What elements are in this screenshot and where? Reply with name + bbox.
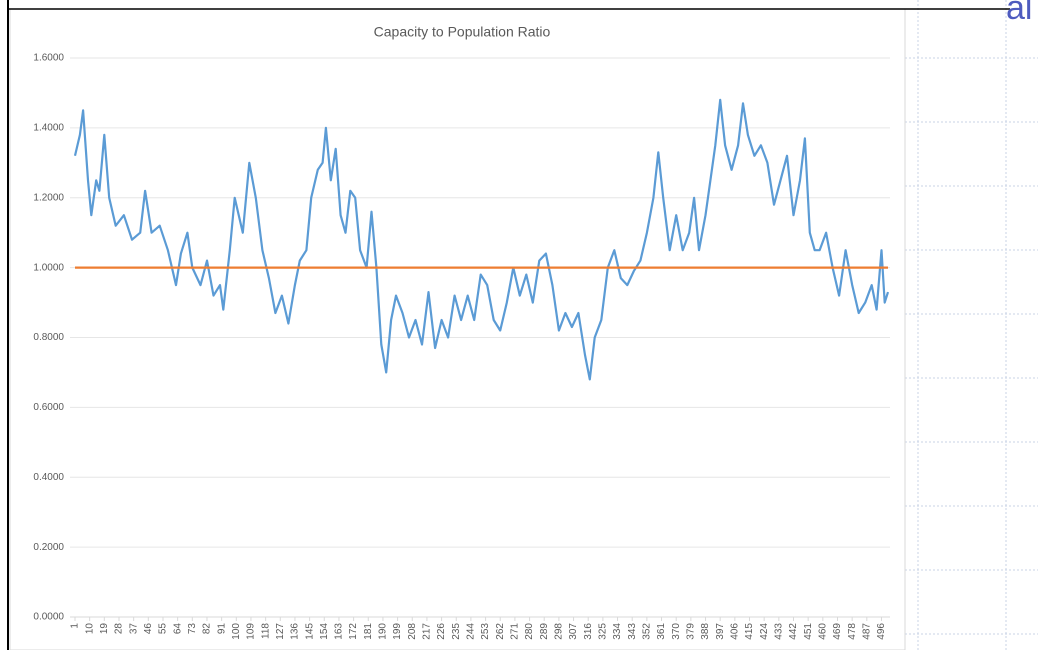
x-tick-label: 208	[407, 623, 418, 640]
x-tick-label: 451	[803, 623, 814, 640]
x-tick-label: 10	[84, 623, 95, 635]
x-tick-label: 325	[598, 623, 609, 640]
x-tick-label: 163	[334, 623, 345, 640]
y-tick-label: 1.4000	[33, 123, 64, 134]
x-tick-label: 64	[172, 623, 183, 635]
x-tick-label: 19	[99, 623, 110, 635]
x-tick-label: 244	[466, 623, 477, 640]
y-tick-label: 1.6000	[33, 53, 64, 64]
data-line	[73, 98, 890, 381]
x-tick-label: 460	[817, 623, 828, 640]
x-tick-label: 370	[671, 623, 682, 640]
x-tick-label: 136	[290, 623, 301, 640]
x-tick-label: 415	[744, 623, 755, 640]
x-tick-label: 469	[832, 623, 843, 640]
x-tick-label: 442	[788, 623, 799, 640]
x-tick-label: 361	[656, 623, 667, 640]
y-tick-label: 0.8000	[33, 332, 64, 343]
chart-area	[9, 8, 906, 650]
x-tick-label: 91	[216, 623, 227, 635]
x-tick-label: 199	[392, 623, 403, 640]
x-tick-label: 172	[348, 623, 359, 640]
x-tick-label: 73	[187, 623, 198, 635]
x-tick-label: 217	[422, 623, 433, 640]
x-tick-label: 334	[612, 623, 623, 640]
x-tick-label: 478	[847, 623, 858, 640]
y-tick-label: 0.2000	[33, 542, 64, 553]
x-tick-label: 28	[114, 623, 125, 635]
x-tick-label: 37	[128, 623, 139, 635]
x-tick-label: 1	[70, 623, 81, 629]
x-tick-label: 55	[158, 623, 169, 635]
y-tick-label: 0.4000	[33, 472, 64, 483]
x-tick-label: 235	[451, 623, 462, 640]
y-tick-label: 1.2000	[33, 192, 64, 203]
x-tick-label: 226	[436, 623, 447, 640]
x-tick-label: 190	[378, 623, 389, 640]
y-tick-label: 0.6000	[33, 402, 64, 413]
x-tick-label: 424	[759, 623, 770, 640]
x-tick-label: 406	[729, 623, 740, 640]
x-tick-label: 496	[876, 623, 887, 640]
x-tick-label: 271	[510, 623, 521, 640]
x-tick-label: 343	[627, 623, 638, 640]
plot: 0.0000 0.2000 0.4000 0.6000 0.8000 1.0000 1.20…	[33, 53, 890, 640]
x-tick-label: 352	[642, 623, 653, 640]
x-tick-label: 289	[539, 623, 550, 640]
slide-grid	[905, 0, 1038, 650]
x-tick-label: 397	[715, 623, 726, 640]
x-tick-label: 388	[700, 623, 711, 640]
x-tick-label: 298	[554, 623, 565, 640]
x-tick-label: 154	[319, 623, 330, 640]
x-tick-label: 82	[202, 623, 213, 635]
x-tick-label: 253	[480, 623, 491, 640]
x-tick-label: 487	[861, 623, 872, 640]
x-tick-label: 46	[143, 623, 154, 635]
x-tick-label: 280	[524, 623, 535, 640]
y-tick-label: 0.0000	[33, 612, 64, 623]
x-tick-label: 262	[495, 623, 506, 640]
x-tick-label: 307	[568, 623, 579, 640]
x-tick-label: 109	[246, 623, 257, 640]
x-tick-label: 118	[260, 623, 271, 639]
slide-text: al	[1006, 0, 1032, 27]
x-tick-label: 433	[773, 623, 784, 640]
x-tick-label: 145	[304, 623, 315, 640]
chart-title: Capacity to Population Ratio	[374, 24, 551, 40]
x-tick-label: 379	[686, 623, 697, 640]
x-tick-label: 316	[583, 623, 594, 640]
x-tick-label: 127	[275, 623, 286, 640]
y-tick-label: 1.0000	[33, 262, 64, 273]
x-tick-label: 100	[231, 623, 242, 640]
x-tick-label: 181	[363, 623, 374, 640]
